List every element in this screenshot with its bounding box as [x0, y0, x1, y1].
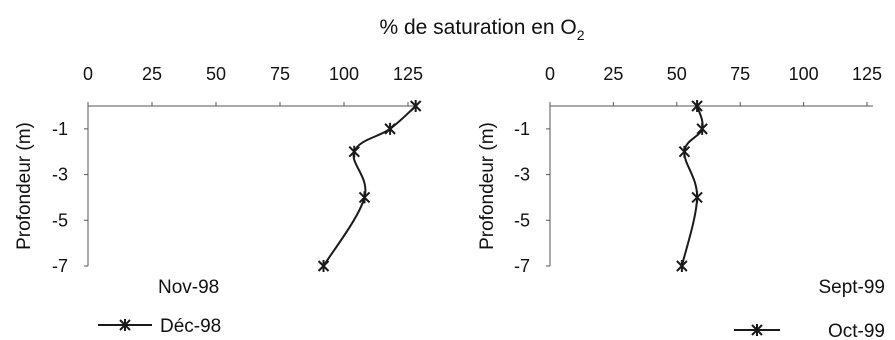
data-point-marker	[317, 260, 330, 272]
data-point-marker	[676, 260, 688, 272]
data-point-marker	[348, 145, 360, 158]
y-tick-label: -3	[52, 165, 68, 185]
x-tick-label: 100	[789, 64, 819, 84]
y-tick-label: -5	[514, 210, 530, 230]
x-tick-label: 50	[206, 64, 226, 84]
data-point-marker	[384, 122, 396, 135]
chart-panel-1: 0 25 50 75 100 125 -1 -3 -5 -7 Profondeur (m) Déc-9…	[14, 64, 423, 337]
x-tick-label: 75	[730, 64, 750, 84]
x-tick-label: 125	[393, 64, 423, 84]
x-tick-label: 100	[329, 64, 359, 84]
legend-marker	[751, 324, 763, 336]
legend-label: Oct-99	[828, 321, 885, 340]
panel-label: Nov-98	[158, 277, 219, 298]
y-tick-label: -1	[52, 119, 68, 139]
data-point-marker	[691, 191, 703, 204]
panel-label: Sept-99	[818, 277, 885, 298]
y-tick-label: -3	[514, 165, 530, 185]
data-point-marker	[358, 191, 371, 204]
series-line	[322, 105, 417, 267]
x-tick-label: 25	[142, 64, 162, 84]
x-tick-label: 50	[667, 64, 687, 84]
chart-panel-2: 0 25 50 75 100 125 -1 -3 -5 -7 Profondeur (m) Oct-9…	[477, 64, 885, 340]
y-tick-label: -1	[514, 119, 530, 139]
x-tick-label: 0	[545, 64, 555, 84]
data-point-marker	[696, 122, 708, 135]
legend: Déc-98	[98, 316, 221, 337]
legend-marker	[119, 319, 131, 331]
figure-title: % de saturation en O2	[379, 16, 584, 43]
data-point-marker	[678, 145, 691, 158]
chart-panels: 0 25 50 75 100 125 -1 -3 -5 -7 Profondeur (m) Déc-9…	[14, 64, 885, 340]
series-line	[680, 105, 704, 267]
y-axis-label: Profondeur (m)	[14, 122, 35, 250]
legend-label: Déc-98	[160, 316, 221, 337]
data-point-marker	[409, 100, 422, 112]
figure-title-subscript: 2	[577, 27, 585, 43]
x-tick-label: 0	[83, 64, 93, 84]
x-tick-label: 125	[852, 64, 882, 84]
y-tick-label: -7	[52, 256, 68, 276]
x-tick-label: 25	[603, 64, 623, 84]
y-tick-label: -5	[52, 210, 68, 230]
x-tick-label: 75	[270, 64, 290, 84]
data-point-marker	[691, 100, 703, 112]
legend: Oct-99	[734, 321, 885, 340]
y-tick-label: -7	[514, 256, 530, 276]
figure-title-text: % de saturation en O	[379, 16, 576, 39]
y-axis-label: Profondeur (m)	[477, 122, 498, 250]
